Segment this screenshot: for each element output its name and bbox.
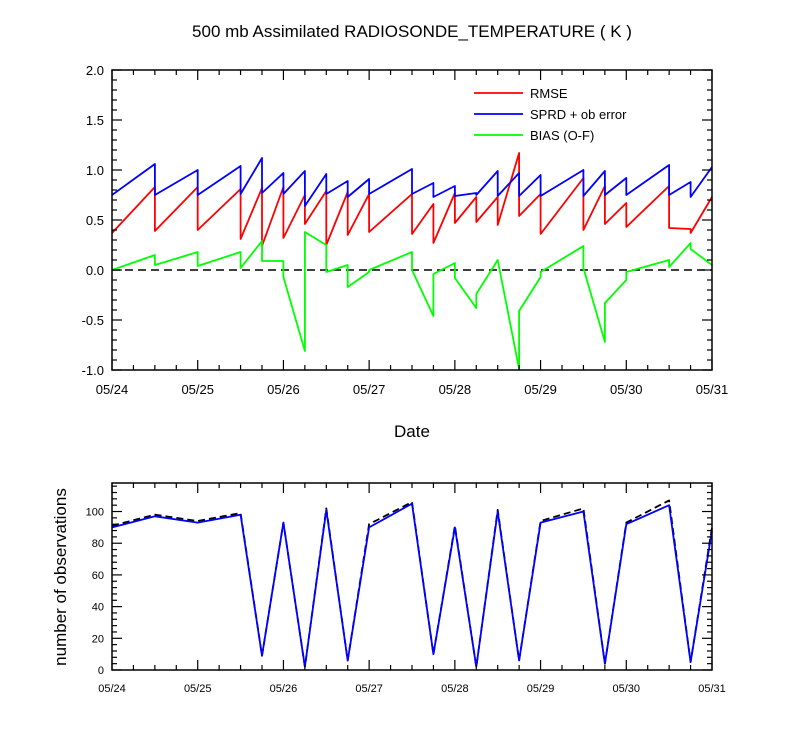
- y-tick-label: 0.5: [86, 213, 104, 228]
- bottom-chart-axes: 05/24 05/25 05/26 05/27 05/28 05/29 05/30 05/31…: [86, 482, 726, 695]
- x-tick-label: 05/29: [524, 382, 557, 397]
- x-tick-label: 05/26: [270, 683, 298, 695]
- x-tick-label: 05/27: [355, 683, 383, 695]
- y-tick-label: 20: [92, 633, 104, 645]
- y-tick-label: 2.0: [86, 63, 104, 78]
- y-tick-label: -1.0: [82, 363, 104, 378]
- y-ticks: 2.0 1.5 1.0 0.5 0.0 -0.5 -1.0: [82, 63, 712, 378]
- legend-item: SPRD + ob error: [474, 107, 627, 122]
- y-tick-label: -0.5: [82, 313, 104, 328]
- bias-o-f-line: [111, 231, 713, 370]
- y-tick-label: 0.0: [86, 263, 104, 278]
- y-tick-label: 1.0: [86, 163, 104, 178]
- y-tick-label: 80: [92, 538, 104, 550]
- y-axis-label: number of observations: [51, 488, 70, 666]
- x-tick-label: 05/24: [96, 382, 129, 397]
- legend-label: SPRD + ob error: [530, 107, 627, 122]
- top-chart-axes: 05/24 05/25 05/26 05/27 05/28 05/29 05/30 05/31…: [82, 63, 729, 397]
- x-tick-label: 05/31: [698, 683, 726, 695]
- y-tick-label: 1.5: [86, 113, 104, 128]
- rmse-line: [111, 152, 713, 247]
- x-tick-label: 05/28: [439, 382, 472, 397]
- x-tick-label: 05/29: [527, 683, 555, 695]
- top-chart-series: [111, 152, 713, 370]
- x-tick-label: 05/28: [441, 683, 469, 695]
- y-tick-label: 40: [92, 602, 104, 614]
- plot-frame: [111, 482, 713, 671]
- y-tick-label: 100: [86, 507, 104, 519]
- legend-label: RMSE: [530, 86, 568, 101]
- x-tick-label: 05/31: [696, 382, 729, 397]
- legend-item: BIAS (O-F): [474, 128, 594, 143]
- x-axis-label: Date: [394, 422, 430, 441]
- x-ticks: 05/24 05/25 05/26 05/27 05/28 05/29 05/30 05/31: [96, 70, 729, 397]
- y-tick-label: 0: [98, 665, 104, 677]
- bottom-chart-series: [111, 499, 713, 668]
- y-ticks: 100 80 60 40 20 0: [86, 485, 712, 677]
- x-tick-label: 05/24: [98, 683, 126, 695]
- legend-item: RMSE: [474, 86, 568, 101]
- x-tick-label: 05/25: [181, 382, 214, 397]
- x-tick-label: 05/26: [267, 382, 300, 397]
- legend: RMSE SPRD + ob error BIAS (O-F): [474, 86, 627, 143]
- x-tick-label: 05/25: [184, 683, 212, 695]
- observations-possible-line: [111, 499, 713, 668]
- y-tick-label: 60: [92, 570, 104, 582]
- observations-used-line: [111, 502, 713, 668]
- legend-label: BIAS (O-F): [530, 128, 594, 143]
- x-tick-label: 05/30: [610, 382, 643, 397]
- sprd-ob-error-line: [111, 157, 713, 207]
- x-tick-label: 05/30: [613, 683, 641, 695]
- chart-title: 500 mb Assimilated RADIOSONDE_TEMPERATUR…: [192, 22, 632, 41]
- x-tick-label: 05/27: [353, 382, 386, 397]
- x-ticks: 05/24 05/25 05/26 05/27 05/28 05/29 05/30 05/31: [98, 483, 726, 695]
